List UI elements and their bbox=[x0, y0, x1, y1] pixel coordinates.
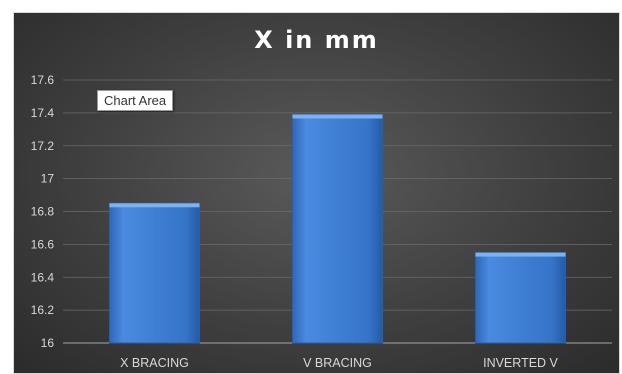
x-category-label: V BRACING bbox=[303, 356, 372, 370]
y-tick-label: 16.4 bbox=[31, 270, 55, 284]
chart-area-tooltip: Chart Area bbox=[97, 90, 174, 111]
y-tick-label: 16 bbox=[41, 336, 55, 350]
chart-title: X in mm bbox=[254, 26, 379, 54]
y-tick-label: 17.4 bbox=[31, 106, 55, 120]
x-category-label: INVERTED V bbox=[483, 356, 558, 370]
x-category-label: X BRACING bbox=[120, 356, 189, 370]
y-tick-label: 17.6 bbox=[31, 73, 55, 87]
y-tick-label: 16.8 bbox=[31, 205, 55, 219]
y-tick-label: 16.2 bbox=[31, 303, 55, 317]
bar-top-highlight bbox=[475, 252, 566, 257]
y-tick-label: 16.6 bbox=[31, 237, 55, 251]
bar-top-highlight bbox=[109, 203, 200, 208]
bar-inverted-v[interactable] bbox=[475, 252, 566, 344]
bar-v-bracing[interactable] bbox=[292, 114, 383, 344]
y-tick-label: 17.2 bbox=[31, 139, 55, 153]
bar-x-bracing[interactable] bbox=[109, 202, 200, 344]
bar-top-highlight bbox=[292, 114, 383, 119]
y-tick-label: 17 bbox=[41, 172, 55, 186]
